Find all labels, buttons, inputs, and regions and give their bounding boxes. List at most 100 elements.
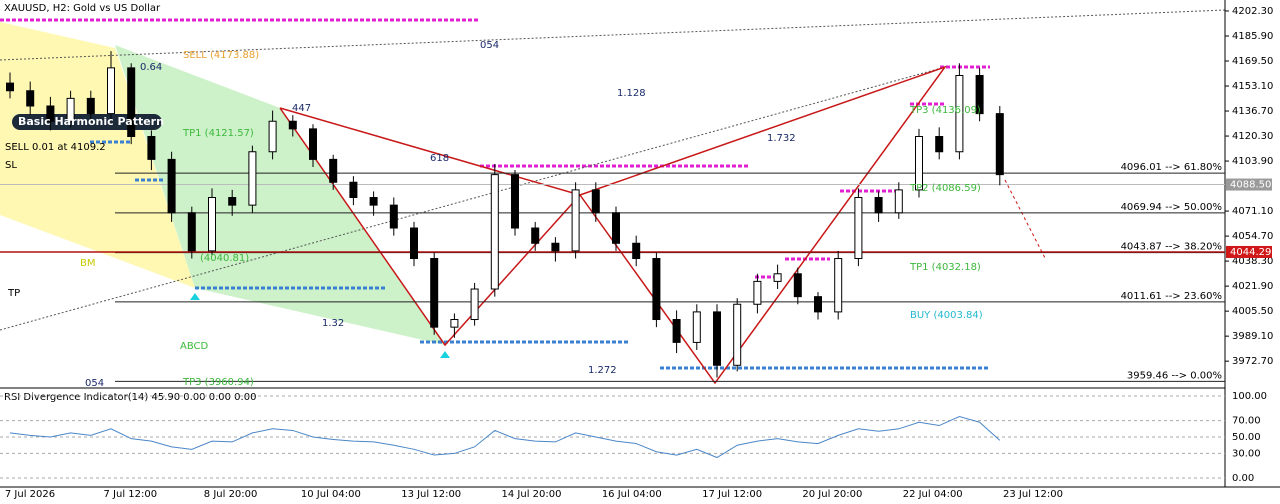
candle-body [147,136,156,160]
x-tick-label: 13 Jul 12:00 [401,489,461,500]
candle-body [86,97,95,115]
candle-body [127,67,136,138]
candle-body [187,212,196,252]
candle-body [450,319,459,328]
candle-body [713,311,721,366]
candle-body [369,197,378,206]
red-price-label: 4044.29 [1230,247,1271,258]
x-tick-label: 16 Jul 04:00 [602,489,662,500]
annotation: SELL 0.01 at 4109.2 [5,142,106,153]
y-tick-label: 4038.30 [1232,256,1273,267]
annotation: 1.32 [322,318,344,329]
candle-body [672,319,681,343]
candle-body [814,296,822,313]
annotation: 1.732 [767,133,796,144]
annotation: BUY (4003.84) [910,310,983,321]
fib-label: 4043.87 --> 38.20% [1121,242,1222,253]
candle-body [915,136,923,191]
candle-body [410,227,418,260]
candle-body [874,197,883,214]
annotation: 0.64 [140,62,162,73]
y-tick-label: 4185.90 [1232,31,1273,42]
candle-body [753,280,762,305]
annotation: BM [80,258,96,269]
y-tick-label: 50.00 [1232,432,1261,443]
candle-body [955,74,964,153]
candle-body [430,258,439,328]
x-tick-label: 8 Jul 20:00 [204,489,258,500]
candle-body [248,151,257,206]
candle-body [329,158,338,183]
candle-body [793,273,802,298]
y-tick-label: 30.00 [1232,448,1261,459]
y-tick-label: 4153.10 [1232,81,1273,92]
candle-body [612,212,620,244]
candle-body [268,120,277,153]
candle-body [975,74,984,115]
annotation: ABCD [180,341,209,352]
candle-body [995,113,1004,176]
x-tick-label: 7 Jul 12:00 [103,489,157,500]
candle-body [66,97,75,122]
y-tick-label: 4120.30 [1232,131,1273,142]
y-tick-label: 100.00 [1232,391,1267,402]
candle-body [652,258,661,321]
candle-body [773,273,782,282]
annotation: Basic Harmonic Pattern [18,115,164,128]
x-tick-label: 17 Jul 12:00 [702,489,762,500]
candle-body [470,288,479,321]
y-tick-label: 3989.10 [1232,331,1273,342]
annotation: SL [5,160,17,171]
candle-body [551,242,560,252]
chart-title: XAUUSD, H2: Gold vs US Dollar [4,3,161,14]
candle-body [854,197,863,260]
x-tick-label: 14 Jul 20:00 [502,489,562,500]
annotation: 447 [292,103,311,114]
annotation: 618 [430,153,449,164]
candle-body [349,181,358,199]
candle-body [935,136,944,153]
annotation: 054 [480,40,499,51]
y-tick-label: 4202.30 [1232,6,1273,17]
candle-body [6,82,14,92]
x-tick-label: 20 Jul 20:00 [802,489,862,500]
y-tick-label: 4103.90 [1232,156,1273,167]
red-price-box [1226,245,1272,258]
y-tick-label: 70.00 [1232,416,1261,427]
fib-label: 4011.61 --> 23.60% [1121,291,1222,302]
candle-body [894,189,903,214]
candle-body [167,158,176,214]
current-price-box [1226,178,1272,191]
annotation: SELL (4173.88) [183,50,259,61]
x-tick-label: 10 Jul 04:00 [301,489,361,500]
annotation: TP [7,288,20,299]
y-tick-label: 4071.10 [1232,206,1273,217]
annotation: TP2 (4086.59) [909,183,981,194]
y-tick-label: 4005.50 [1232,306,1273,317]
annotation: 1.128 [617,88,646,99]
rsi-line [9,415,1001,459]
candle-body [692,311,701,343]
candle-body [511,174,519,229]
y-tick-label: 4021.90 [1232,281,1273,292]
fib-label: 4096.01 --> 61.80% [1121,162,1222,173]
candle-body [834,258,843,313]
candle-body [107,67,115,115]
candle-body [571,189,580,252]
x-tick-label: 7 Jul 2026 [5,489,55,500]
candle-body [733,303,742,366]
x-tick-label: 22 Jul 04:00 [903,489,963,500]
annotation: TP1 (4121.57) [182,128,254,139]
candle-body [531,227,540,244]
candle-body [26,90,35,107]
y-tick-label: 4169.50 [1232,56,1273,67]
candle-body [490,174,499,290]
x-tick-label: 23 Jul 12:00 [1003,489,1063,500]
y-tick-label: 4054.70 [1232,231,1273,242]
candle-body [228,197,237,206]
y-tick-label: 3972.70 [1232,356,1273,367]
fib-label: 3959.46 --> 0.00% [1127,370,1222,381]
candle-body [288,120,297,130]
annotation: TP3 (3960.94) [182,377,254,388]
